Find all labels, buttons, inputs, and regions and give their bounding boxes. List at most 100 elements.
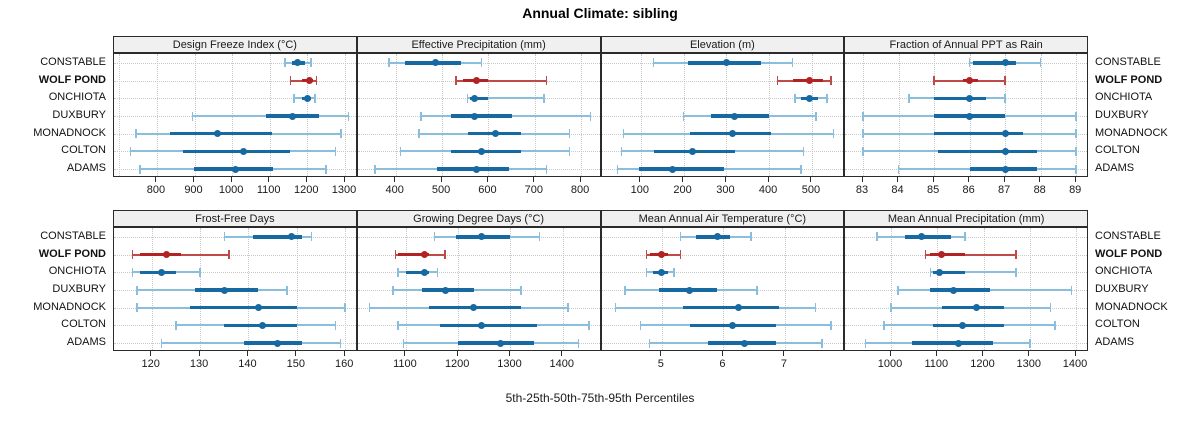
axis-tick-label: 150 — [286, 358, 305, 370]
median-dot — [471, 94, 479, 102]
median-dot — [162, 251, 170, 259]
axis-tick — [724, 177, 726, 182]
iqr-bar — [973, 61, 1016, 65]
axis-tick — [155, 177, 157, 182]
panel-strip: Frost-Free Days — [113, 210, 357, 227]
iqr-bar — [904, 235, 952, 239]
iqr-bar — [405, 270, 430, 275]
iqr-bar — [934, 96, 986, 101]
strip-title: Effective Precipitation (mm) — [411, 38, 546, 51]
axis-tick-label: 86 — [962, 184, 975, 196]
median-dot — [966, 77, 974, 85]
whisker-cap-high — [436, 267, 438, 277]
axis-tick — [1003, 177, 1005, 182]
whisker-cap-high — [802, 146, 805, 156]
whisker-cap-low — [135, 129, 137, 139]
whisker-cap-high — [340, 129, 342, 139]
v-gridline — [784, 228, 786, 350]
median-dot — [441, 286, 449, 294]
whisker-range — [925, 253, 1016, 256]
panel-strip: Mean Annual Air Temperature (°C) — [600, 210, 845, 227]
station-label-left: CONSTABLE — [40, 229, 106, 242]
iqr-bar — [937, 149, 1038, 154]
iqr-bar — [243, 341, 302, 345]
axis-tick-label: 1300 — [1016, 358, 1042, 370]
median-dot — [806, 77, 814, 85]
station-label-right: CONSTABLE — [1095, 229, 1161, 242]
axis-tick — [889, 351, 891, 356]
whisker-cap-high — [567, 303, 569, 313]
median-dot — [966, 112, 974, 120]
iqr-bar — [170, 131, 272, 136]
v-gridline — [296, 228, 298, 350]
axis-tick-label: 130 — [189, 358, 209, 370]
whisker-cap-high — [1075, 111, 1077, 121]
axis-tick-label: 160 — [335, 358, 354, 370]
strip-title: Mean Annual Air Temperature (°C) — [638, 212, 807, 225]
iqr-bar — [139, 270, 176, 275]
panel-strip: Effective Precipitation (mm) — [356, 36, 601, 53]
station-label-left: WOLF POND — [38, 247, 106, 260]
median-dot — [741, 339, 749, 347]
iqr-bar — [458, 341, 535, 345]
whisker-cap-low — [908, 93, 910, 103]
median-dot — [213, 130, 221, 138]
axis-tick-label: 1000 — [218, 184, 244, 196]
axis-tick — [810, 177, 812, 182]
axis-tick — [343, 177, 345, 182]
whisker-cap-high — [673, 267, 675, 277]
whisker-cap-high — [1075, 164, 1077, 174]
whisker-cap-high — [832, 129, 835, 139]
whisker-cap-low — [622, 129, 625, 139]
station-label-right: ONCHIOTA — [1095, 265, 1153, 278]
station-label-right: DUXBURY — [1095, 283, 1149, 295]
station-label-left: ADAMS — [66, 336, 106, 349]
whisker-cap-low — [652, 58, 655, 68]
iqr-bar — [695, 235, 730, 239]
axis-tick — [198, 351, 200, 356]
axis-tick-label: 88 — [1033, 184, 1046, 196]
whisker-cap-high — [1029, 338, 1031, 348]
axis-tick-label: 1300 — [331, 184, 357, 196]
whisker-cap-high — [1015, 250, 1017, 260]
median-dot — [729, 130, 737, 138]
whisker-cap-low — [368, 303, 370, 313]
median-dot — [949, 286, 957, 294]
v-gridline — [891, 228, 893, 350]
h-gridline — [114, 80, 356, 82]
axis-tick — [639, 177, 641, 182]
axis-tick-label: 140 — [238, 358, 257, 370]
median-dot — [954, 339, 962, 347]
whisker-cap-high — [286, 285, 288, 295]
station-label-left: COLTON — [61, 144, 106, 157]
whisker-cap-low — [466, 93, 469, 103]
v-gridline — [156, 54, 158, 176]
whisker-cap-high — [821, 338, 823, 348]
panel-strip: Mean Annual Precipitation (mm) — [844, 210, 1088, 227]
whisker-cap-low — [397, 320, 399, 330]
whisker-cap-high — [310, 232, 313, 242]
whisker-cap-high — [815, 111, 817, 121]
axis-tick — [721, 351, 723, 356]
median-dot — [473, 77, 481, 85]
whisker-cap-low — [933, 76, 935, 86]
whisker-cap-high — [830, 76, 832, 86]
whisker-cap-high — [1004, 93, 1006, 103]
whisker-cap-high — [826, 93, 828, 103]
v-gridline — [119, 54, 121, 176]
median-dot — [966, 94, 974, 102]
median-dot — [1001, 130, 1009, 138]
station-label-right: ONCHIOTA — [1095, 91, 1153, 104]
whisker-cap-low — [455, 76, 457, 86]
panel-strip: Growing Degree Days (°C) — [356, 210, 601, 227]
axis-tick — [456, 351, 458, 356]
axis-tick-label: 87 — [997, 184, 1011, 196]
axis-tick-label: 85 — [926, 184, 940, 196]
axis-tick-label: 1000 — [877, 358, 903, 370]
axis-tick — [982, 351, 983, 356]
axis-tick-label: 89 — [1069, 184, 1082, 196]
station-label-left: DUXBURY — [52, 109, 106, 121]
whisker-cap-high — [334, 320, 337, 330]
whisker-cap-low — [397, 267, 399, 277]
panel — [844, 227, 1088, 351]
